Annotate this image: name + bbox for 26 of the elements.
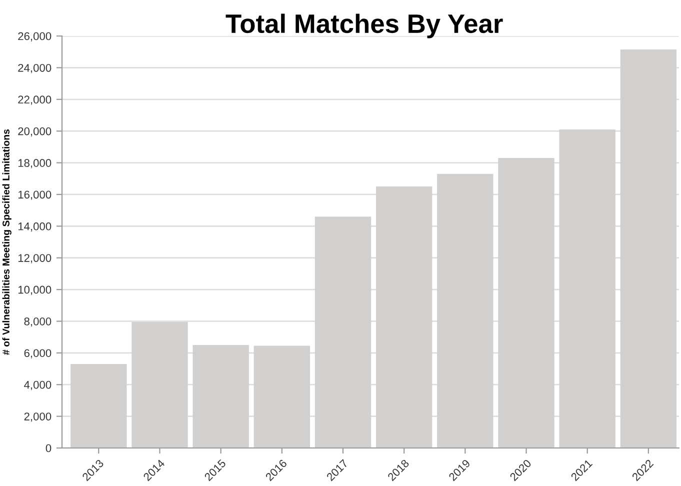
y-tick-label: 10,000 <box>18 286 52 295</box>
y-tick-label: 12,000 <box>18 254 52 264</box>
y-tick-label: 14,000 <box>18 222 52 232</box>
bar <box>132 322 188 448</box>
bar <box>559 129 616 448</box>
y-tick-label: 24,000 <box>18 64 52 74</box>
bar <box>192 345 249 448</box>
y-tick-label: 2,000 <box>24 412 52 422</box>
y-tick-label: 20,000 <box>18 127 52 137</box>
bar <box>498 158 554 448</box>
bar <box>620 49 677 448</box>
y-tick-label: 6,000 <box>24 349 52 358</box>
y-tick-label: 16,000 <box>18 190 52 200</box>
y-tick-label: 22,000 <box>18 96 52 105</box>
y-tick-label: 8,000 <box>24 318 52 327</box>
bar <box>314 216 372 448</box>
bar <box>376 186 432 448</box>
y-axis-title: # of Vulnerabilities Meeting Specified Limitations <box>2 129 12 355</box>
y-tick-label: 26,000 <box>18 32 52 42</box>
y-tick-label: 4,000 <box>24 380 52 390</box>
bar <box>437 174 494 448</box>
bar <box>70 364 127 448</box>
y-tick-label: 0 <box>46 444 52 452</box>
chart-title: Total Matches By Year <box>226 14 503 38</box>
bar <box>254 346 310 448</box>
y-tick-label: 18,000 <box>18 159 52 168</box>
